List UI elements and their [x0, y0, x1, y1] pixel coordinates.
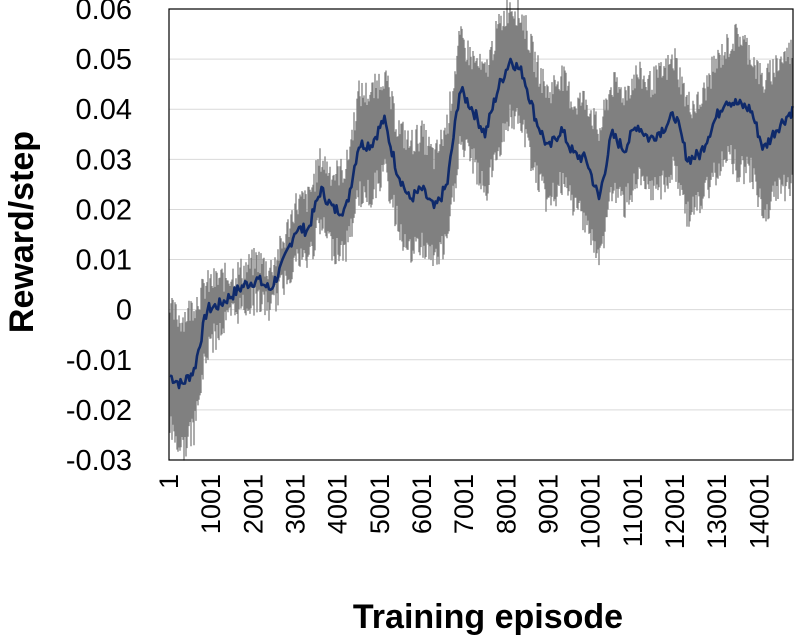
- x-axis-title: Training episode: [353, 598, 623, 636]
- x-tick-label: 9001: [533, 474, 563, 534]
- variability-band-path: [169, 0, 793, 461]
- y-axis-tick-labels: 0.06 0.05 0.04 0.03 0.02 0.01 0 -0.01 -0.02 -0.03: [66, 0, 132, 477]
- y-tick-label: 0.06: [76, 0, 132, 26]
- x-tick-label: 4001: [323, 474, 353, 534]
- variability-band: [169, 0, 793, 461]
- y-tick-label: 0.02: [76, 194, 132, 226]
- x-tick-label: 12001: [660, 474, 690, 549]
- x-axis-tick-labels: 1 1001 2001 3001 4001 5001 6001 7001 8001 9001 100…: [154, 474, 774, 549]
- y-tick-label: 0.05: [76, 44, 132, 76]
- x-tick-label: 2001: [238, 474, 268, 534]
- y-tick-label: 0: [116, 295, 132, 327]
- y-axis-title: Reward/step: [3, 131, 41, 333]
- x-tick-label: 13001: [702, 474, 732, 549]
- mean-line: [169, 57, 794, 390]
- x-tick-label: 5001: [365, 474, 395, 534]
- y-tick-label: 0.03: [76, 144, 132, 176]
- x-tick-label: 1: [154, 474, 184, 489]
- y-tick-label: -0.02: [66, 395, 132, 427]
- y-tick-label: 0.04: [76, 94, 132, 126]
- x-tick-label: 3001: [280, 474, 310, 534]
- y-tick-label: -0.03: [66, 445, 132, 477]
- x-tick-label: 8001: [491, 474, 521, 534]
- y-tick-label: 0.01: [76, 245, 132, 277]
- x-tick-label: 7001: [449, 474, 479, 534]
- mean-line-path: [169, 57, 794, 390]
- x-tick-label: 1001: [196, 474, 226, 534]
- y-tick-label: -0.01: [66, 345, 132, 377]
- x-tick-label: 10001: [576, 474, 606, 549]
- x-tick-label: 14001: [744, 474, 774, 549]
- plot-area-frame: [168, 8, 794, 461]
- x-tick-label: 11001: [618, 474, 648, 547]
- x-tick-label: 6001: [407, 474, 437, 534]
